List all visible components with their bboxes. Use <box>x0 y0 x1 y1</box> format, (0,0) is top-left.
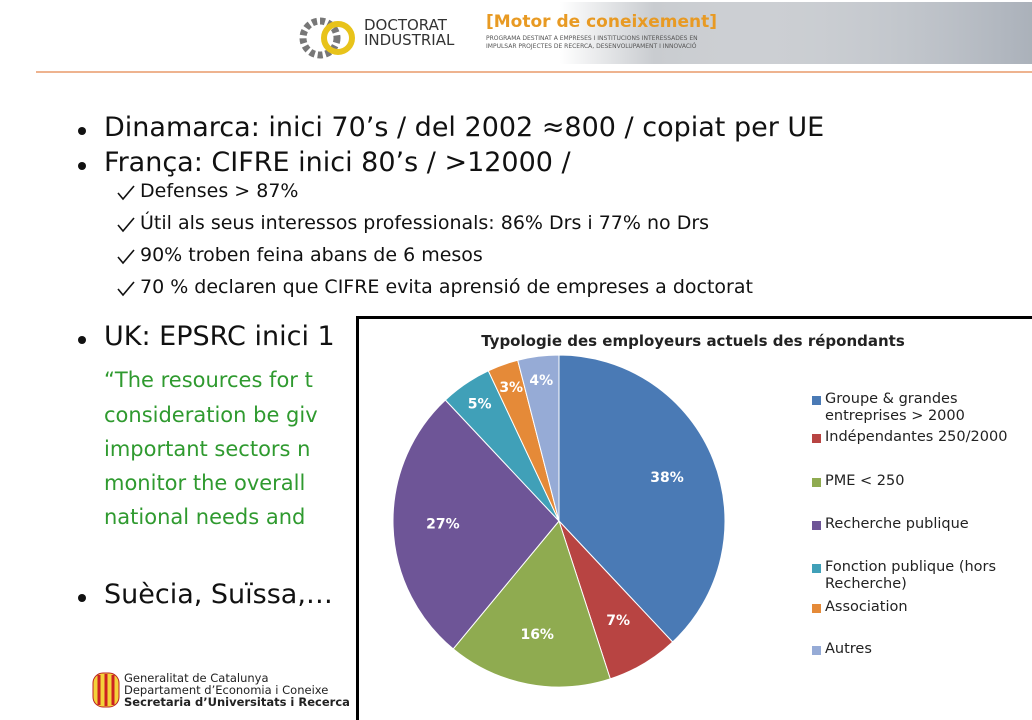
tagline-sub: PROGRAMA DESTINAT A EMPRESES I INSTITUCI… <box>486 35 698 42</box>
slice-label: 27% <box>426 517 460 533</box>
checkmarks <box>118 186 134 295</box>
legend-label: Fonction publique (hors Recherche) <box>825 559 1032 593</box>
chart-title: Typologie des employeurs actuels des rép… <box>481 332 905 350</box>
quote-line: national needs and <box>104 505 305 529</box>
checkmark <box>118 218 134 231</box>
check-text: Útil als seus interessos professionals: … <box>140 212 709 234</box>
bullet <box>78 162 86 170</box>
bullet-marks <box>0 0 360 720</box>
legend-swatch <box>812 478 821 487</box>
pie-chart: Typologie des employeurs actuels des rép… <box>356 316 1032 720</box>
bullet <box>78 594 86 602</box>
quote-line: consideration be giv <box>104 403 318 427</box>
footer-line: Secretaria d’Universitats i Recerca <box>124 696 350 708</box>
logo-line: INDUSTRIAL <box>364 33 454 48</box>
legend-swatch <box>812 564 821 573</box>
quote-line: important sectors n <box>104 437 310 461</box>
legend-swatch <box>812 396 821 405</box>
quote-line: monitor the overall <box>104 471 305 495</box>
legend-label: Recherche publique <box>825 516 1032 533</box>
legend-label: Groupe & grandes entreprises > 2000 <box>825 391 1032 425</box>
bullet-text: UK: EPSRC inici 1 <box>104 321 335 352</box>
slide: DOCTORAT INDUSTRIAL [Motor de coneixemen… <box>0 0 1032 720</box>
checkmark <box>118 250 134 263</box>
check-text: 70 % declaren que CIFRE evita aprensió d… <box>140 276 753 298</box>
legend-label: Autres <box>825 641 1032 658</box>
legend-label: Indépendantes 250/2000 <box>825 429 1032 446</box>
bullet-text: Dinamarca: inici 70’s / del 2002 ≈800 / … <box>104 112 824 143</box>
check-text: 90% troben feina abans de 6 mesos <box>140 244 483 266</box>
slice-label: 38% <box>650 470 684 486</box>
bullet <box>78 336 86 344</box>
legend-swatch <box>812 604 821 613</box>
legend-label: Association <box>825 599 1032 616</box>
legend-swatch <box>812 434 821 443</box>
quote-line: “The resources for t <box>104 368 313 392</box>
slice-label: 7% <box>606 613 630 629</box>
tagline: [Motor de coneixement] <box>486 12 717 32</box>
checkmark <box>118 186 134 199</box>
tagline-sub: IMPULSAR PROJECTES DE RECERCA, DESENVOLU… <box>486 43 697 50</box>
bullet-text: França: CIFRE inici 80’s / >12000 / <box>104 147 571 178</box>
check-text: Defenses > 87% <box>140 180 298 202</box>
legend-label: PME < 250 <box>825 473 1032 490</box>
checkmark <box>118 282 134 295</box>
slice-label: 16% <box>520 627 554 643</box>
footer-emblem <box>92 672 120 708</box>
bullet-text: Suècia, Suïssa,… <box>104 579 333 610</box>
slice-label: 4% <box>529 373 553 389</box>
slice-label: 3% <box>499 380 523 396</box>
slice-label: 5% <box>468 396 492 412</box>
legend-swatch <box>812 521 821 530</box>
legend-swatch <box>812 646 821 655</box>
bullet <box>78 127 86 135</box>
